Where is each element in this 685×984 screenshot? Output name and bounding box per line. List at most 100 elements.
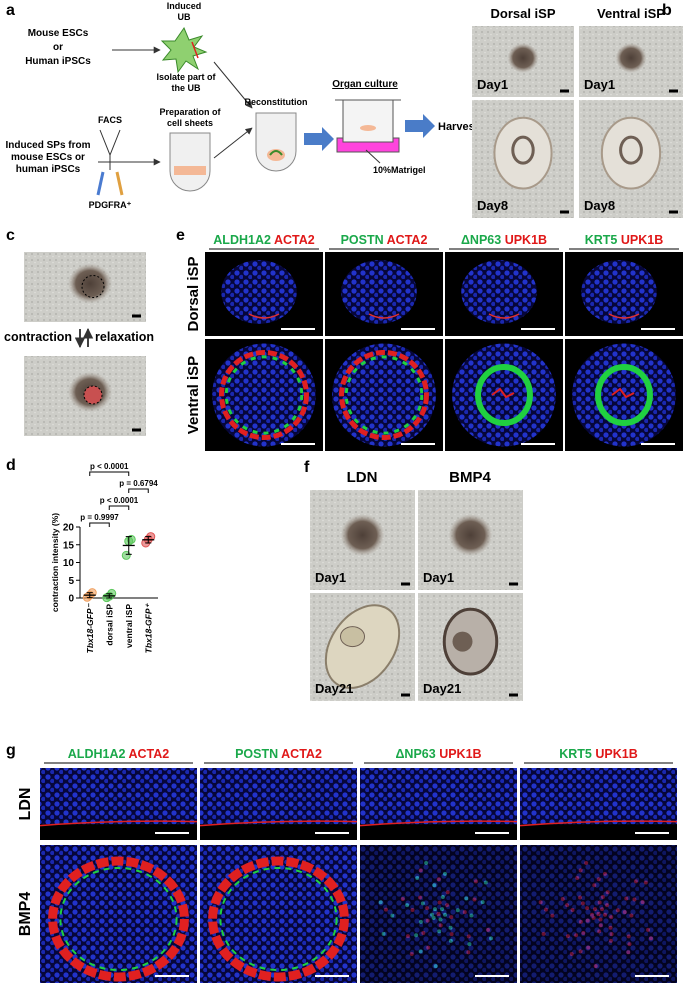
- marker-green: POSTN: [341, 233, 384, 247]
- organoid: [600, 116, 662, 190]
- organoid-core: [511, 135, 535, 165]
- x-tick-label: Tbx18-GFP⁺: [143, 602, 153, 653]
- marker-red: UPK1B: [505, 233, 547, 247]
- column-title: Dorsal iSP: [490, 6, 555, 21]
- ring: [208, 856, 349, 982]
- organoid: [68, 263, 112, 304]
- tissue: [360, 768, 517, 825]
- image-group: [24, 356, 146, 436]
- ring: [48, 856, 189, 982]
- marker-header: ΔNP63 UPK1B: [461, 233, 547, 247]
- image-group: [520, 845, 677, 983]
- p-value: p < 0.0001: [90, 462, 129, 471]
- ub-text: Induced: [167, 1, 202, 11]
- tissue: [40, 845, 197, 983]
- panel-label: b: [662, 2, 672, 19]
- row-label: LDN: [17, 788, 34, 821]
- matrigel-text: 10%Matrigel: [373, 165, 426, 175]
- sheets-text: Preparation of: [159, 107, 221, 117]
- marker-header: POSTN ACTA2: [341, 233, 428, 247]
- ring: [59, 866, 178, 972]
- row-label: Dorsal iSP: [185, 256, 202, 331]
- isolate-text: the UB: [172, 83, 202, 93]
- panel-label: a: [6, 2, 15, 19]
- ring: [219, 866, 338, 972]
- day-label: Day1: [584, 77, 615, 92]
- sp-text: mouse ESCs or: [11, 152, 85, 163]
- panel-label: d: [6, 457, 16, 474]
- ring: [224, 355, 304, 435]
- image-group: [200, 845, 357, 983]
- outline: [83, 385, 103, 405]
- organoid: [448, 514, 493, 556]
- panel-a: a Mouse ESCs or Human iPSCs Induced UB I…: [5, 1, 478, 210]
- y-tick-label: 20: [63, 523, 75, 534]
- signal: [200, 820, 357, 827]
- marker-red: ACTA2: [274, 233, 315, 247]
- culture-dish: [335, 99, 401, 153]
- organoid-core: [619, 135, 643, 165]
- day-label: Day21: [315, 681, 353, 696]
- image-group: [445, 339, 563, 451]
- panel-label: c: [6, 227, 15, 244]
- marker-red: ACTA2: [128, 747, 169, 761]
- image-group: [205, 252, 323, 336]
- source-text: or: [53, 42, 63, 53]
- marker-red: UPK1B: [439, 747, 481, 761]
- image-group: [565, 252, 683, 336]
- image-group: [579, 26, 683, 97]
- image-group: [360, 768, 517, 840]
- p-value: p = 0.6794: [119, 479, 158, 488]
- ring: [595, 364, 653, 426]
- pdgfra-text: PDGFRA⁺: [89, 200, 132, 210]
- row-label: Ventral iSP: [185, 356, 202, 434]
- image-group: [200, 768, 357, 840]
- cell-sheet: [174, 166, 206, 175]
- organoid: [615, 43, 647, 73]
- y-axis-label: contraction intensity (%): [50, 513, 60, 612]
- marker-green: ALDH1A2: [68, 747, 126, 761]
- contraction-text: contraction: [4, 330, 72, 344]
- significance-bracket: [108, 505, 130, 510]
- marker-header: ΔNP63 UPK1B: [395, 747, 481, 761]
- signal: [360, 820, 517, 827]
- tissue: [461, 260, 537, 324]
- marker-red: ACTA2: [281, 747, 322, 761]
- image-group: [472, 100, 574, 218]
- pointer: [365, 149, 381, 164]
- image-group: [565, 339, 683, 451]
- tissue: [520, 768, 677, 825]
- image-group: [40, 845, 197, 983]
- marker-green: ALDH1A2: [213, 233, 271, 247]
- marker-header: ALDH1A2 ACTA2: [213, 233, 314, 247]
- day-label: Day8: [477, 198, 508, 213]
- image-group: [325, 339, 443, 451]
- tissue: [581, 260, 657, 324]
- marker-header: POSTN ACTA2: [235, 747, 322, 761]
- marker-header: KRT5 UPK1B: [585, 233, 664, 247]
- organoid: [324, 604, 401, 689]
- y-tick-label: 0: [68, 594, 74, 605]
- tissue: [221, 260, 297, 324]
- image-group: [24, 252, 146, 322]
- ring: [475, 364, 533, 426]
- tissue: [40, 768, 197, 825]
- marker-green: POSTN: [235, 747, 278, 761]
- organoid-core: [340, 626, 365, 648]
- marker-red: UPK1B: [621, 233, 663, 247]
- organ-culture-text: Organ culture: [332, 79, 398, 90]
- image-group: [418, 593, 523, 701]
- image-group: [310, 593, 415, 701]
- day-label: Day1: [423, 570, 454, 585]
- reconstituted-ub: [269, 150, 283, 156]
- source-text: Mouse ESCs: [28, 28, 89, 39]
- signal: [248, 313, 280, 319]
- significance-bracket: [89, 522, 110, 527]
- x-tick-label: Tbx18-GFP⁻: [85, 602, 95, 653]
- harvest-text: Harvest: [438, 121, 479, 133]
- y-tick-label: 15: [63, 540, 75, 551]
- day-label: Day1: [477, 77, 508, 92]
- image-group: [325, 252, 443, 336]
- image-group: [40, 768, 197, 840]
- day-label: Day1: [315, 570, 346, 585]
